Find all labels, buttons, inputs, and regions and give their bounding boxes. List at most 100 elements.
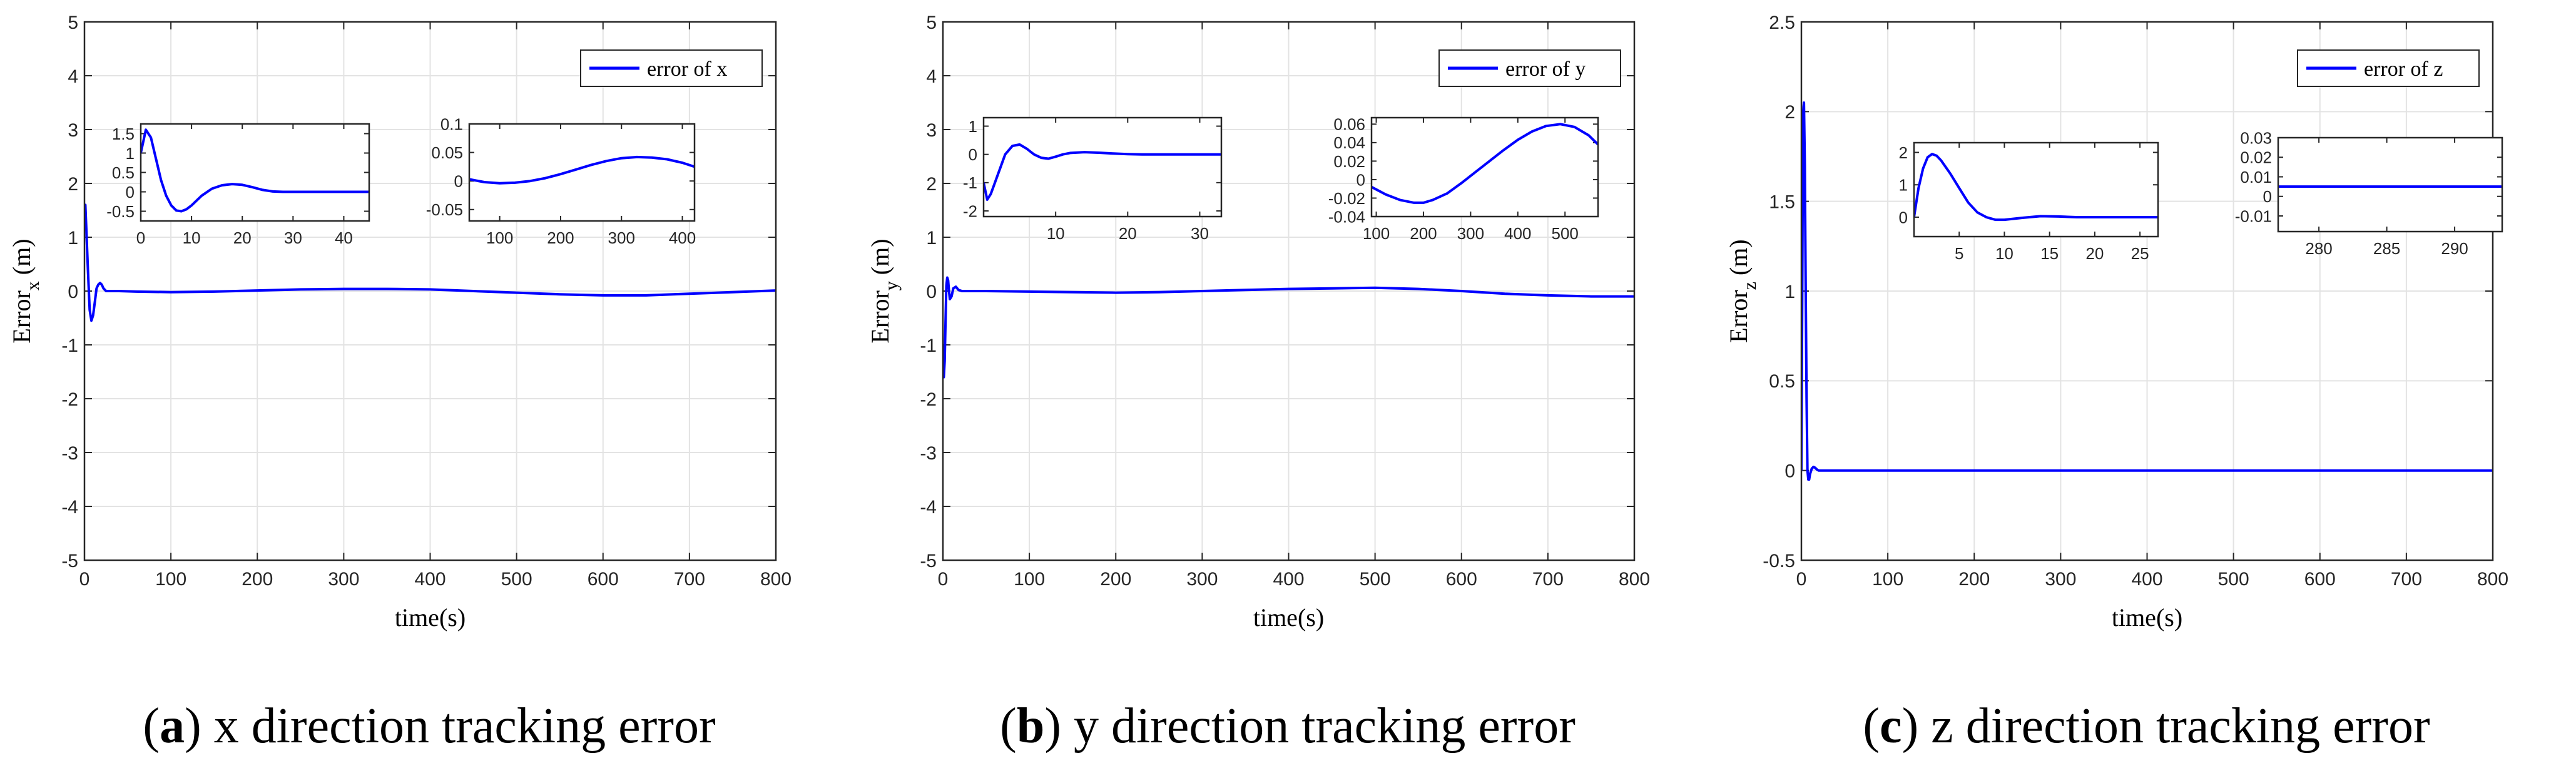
x-tick-label: 15 (2040, 244, 2059, 263)
y-tick-label: 0 (454, 172, 463, 191)
x-tick-label: 600 (2304, 569, 2336, 590)
x-tick-label: 5 (1955, 244, 1963, 263)
y-axis-label: Errory (m) (866, 238, 902, 343)
y-tick-label: 4 (68, 66, 78, 87)
chart-y-error: 0 100 200 300 400 500 600 700 800-5-4-3-2-101234… (866, 13, 1650, 632)
legend: error of x (580, 49, 763, 87)
inset-axes: 10 20 30 -2 -1 0 1 (963, 116, 1223, 243)
x-tick-label: 280 (2305, 239, 2332, 258)
plot-frame (982, 116, 1223, 218)
y-tick-label: 0 (68, 282, 78, 302)
y-tick-label: 0.06 (1333, 115, 1365, 134)
x-tick-label: 100 (486, 228, 513, 247)
legend: error of y (1438, 49, 1621, 87)
x-tick-label: 200 (547, 228, 574, 247)
x-tick-label: 10 (1047, 224, 1065, 243)
x-tick-label: 700 (674, 569, 705, 590)
x-tick-label: 290 (2441, 239, 2468, 258)
y-tick-label: 4 (926, 66, 937, 87)
y-tick-label: 0.02 (2240, 148, 2272, 167)
x-tick-label: 500 (501, 569, 532, 590)
y-tick-label: 2.5 (1769, 13, 1795, 33)
x-tick-label: 25 (2131, 244, 2149, 263)
y-tick-label: -0.05 (426, 200, 463, 219)
y-tick-label: 3 (68, 120, 78, 141)
plot-background (1914, 143, 2158, 237)
y-tick-label: -5 (920, 551, 937, 571)
caption-a: (a) x direction tracking error (143, 699, 716, 754)
y-axis-label: Errorx (m) (8, 238, 43, 343)
x-tick-label: 500 (1360, 569, 1391, 590)
y-tick-label: -0.02 (1328, 189, 1365, 208)
x-tick-label: 300 (1457, 224, 1484, 243)
x-axis-label: time(s) (2112, 603, 2182, 632)
plot-background (2278, 138, 2502, 232)
y-tick-label: 0 (1357, 170, 1365, 189)
legend-label: error of y (1505, 58, 1586, 81)
y-tick-label: 5 (68, 13, 78, 33)
caption-letter: a (160, 699, 185, 754)
y-tick-label: 0.05 (431, 143, 463, 162)
main-axes: 0 100 200 300 400 500 600 700 800-0.500.511.522.… (1763, 13, 2508, 590)
y-tick-label: 2 (926, 174, 937, 195)
plot-frame (1800, 21, 2494, 561)
y-tick-label: 1 (68, 228, 78, 248)
series-line (984, 143, 1221, 201)
x-axis-label: time(s) (395, 603, 466, 632)
x-tick-label: 30 (1191, 224, 1209, 243)
x-tick-label: 500 (2218, 569, 2249, 590)
y-tick-label: 0.01 (2240, 168, 2272, 187)
x-tick-label: 20 (2085, 244, 2104, 263)
y-tick-label: 0.1 (440, 115, 463, 133)
x-tick-label: 30 (284, 228, 302, 247)
y-tick-label: 0 (1784, 461, 1795, 481)
y-tick-label: 1 (969, 117, 977, 136)
x-tick-label: 700 (2391, 569, 2422, 590)
caption-text: z direction tracking error (1931, 699, 2430, 754)
x-tick-label: 0 (938, 569, 949, 590)
x-tick-label: 600 (1446, 569, 1477, 590)
y-tick-label: 0 (2263, 187, 2272, 206)
series-line (84, 203, 776, 322)
y-tick-label: -2 (920, 389, 937, 410)
y-tick-label: 1.5 (1769, 192, 1795, 212)
y-tick-label: 1.5 (112, 125, 135, 143)
legend-label: error of x (647, 58, 727, 81)
y-tick-label: 5 (926, 13, 937, 33)
x-tick-label: 500 (1552, 224, 1579, 243)
x-tick-label: 300 (328, 569, 359, 590)
x-tick-label: 300 (2045, 569, 2076, 590)
caption-letter: c (1880, 699, 1902, 754)
y-tick-label: 2 (1899, 143, 1908, 162)
series-line (1914, 153, 2158, 222)
y-tick-label: -0.5 (106, 202, 135, 221)
x-tick-label: 0 (1796, 569, 1807, 590)
series-line (1372, 123, 1598, 204)
y-tick-label: -4 (61, 497, 78, 518)
x-tick-label: 700 (1532, 569, 1564, 590)
y-tick-label: 3 (926, 120, 937, 141)
main-axes: 0 100 200 300 400 500 600 700 800-5-4-3-2-101234… (920, 13, 1650, 590)
x-tick-label: 200 (1100, 569, 1131, 590)
plot-frame (942, 21, 1636, 561)
y-tick-label: 1 (126, 144, 135, 163)
y-tick-label: 0 (1899, 208, 1908, 227)
plot-frame (1370, 116, 1599, 218)
x-tick-label: 0 (136, 228, 145, 247)
main-axes: 0 100 200 300 400 500 600 700 800-5-4-3-2-101234… (61, 13, 792, 590)
caption-c: (c) z direction tracking error (1863, 699, 2430, 754)
y-tick-label: 0.03 (2240, 128, 2272, 147)
y-tick-label: 2 (68, 174, 78, 195)
y-tick-label: 0 (126, 183, 135, 202)
y-tick-label: -1 (61, 335, 78, 356)
caption-letter: b (1016, 699, 1045, 754)
y-tick-label: -5 (61, 551, 78, 571)
x-tick-label: 800 (1619, 569, 1650, 590)
x-tick-label: 285 (2373, 239, 2400, 258)
x-tick-label: 40 (335, 228, 353, 247)
y-tick-label: 0 (969, 145, 977, 164)
x-tick-label: 800 (2477, 569, 2508, 590)
plot-frame (140, 123, 370, 222)
y-tick-label: -1 (920, 335, 937, 356)
y-axis-label: Errorz (m) (1724, 239, 1760, 343)
